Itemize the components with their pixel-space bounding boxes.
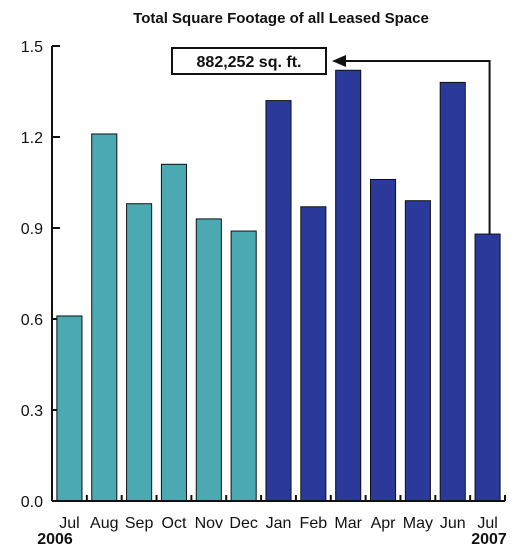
- bar: [369, 178, 397, 502]
- bar: [474, 233, 501, 502]
- bar: [195, 218, 222, 502]
- y-tick-label: 0.9: [21, 221, 43, 238]
- y-tick-label: 0.3: [21, 403, 43, 420]
- x-tick-label: Aug: [90, 515, 118, 532]
- bar: [300, 206, 327, 502]
- bar: [335, 69, 362, 502]
- x-tick-label: Oct: [162, 515, 187, 532]
- year-label-end: 2007: [471, 531, 507, 548]
- y-tick-label: 1.2: [21, 130, 43, 147]
- bar: [265, 100, 292, 502]
- bar: [56, 315, 83, 502]
- bar: [126, 203, 153, 502]
- bar: [160, 163, 188, 502]
- x-tick-label: Mar: [334, 515, 362, 532]
- x-axis-ticks: Jul Aug Sep Oct Nov Dec Jan Feb Mar Apr May Jun Jul: [51, 495, 506, 532]
- x-tick-label: Feb: [300, 515, 328, 532]
- bar: [91, 133, 118, 502]
- annotation-box: [171, 47, 327, 75]
- bar: [404, 200, 431, 502]
- bar: [439, 81, 466, 502]
- x-tick-label: May: [403, 515, 433, 532]
- x-tick-label: Dec: [229, 515, 257, 532]
- y-tick-label: 0.6: [21, 312, 43, 329]
- bars: [56, 69, 501, 502]
- chart-title: Total Square Footage of all Leased Space: [133, 10, 429, 27]
- y-tick-label: 1.5: [21, 39, 43, 56]
- year-label-start: 2006: [37, 531, 73, 548]
- x-tick-label: Jul: [477, 515, 497, 532]
- annotation-callout: 882,252 sq. ft.: [171, 47, 491, 235]
- x-tick-label: Jan: [266, 515, 292, 532]
- y-tick-label: 0.0: [21, 494, 43, 511]
- annotation-arrowhead: [332, 55, 346, 67]
- x-tick-label: Jul: [59, 515, 79, 532]
- annotation-leader-line: [344, 60, 491, 235]
- x-tick-label: Nov: [195, 515, 223, 532]
- bar: [230, 230, 257, 502]
- annotation-label: 882,252 sq. ft.: [197, 54, 302, 71]
- x-tick-label: Sep: [125, 515, 154, 532]
- x-tick-label: Jun: [440, 515, 466, 532]
- y-axis-ticks: 0.0 0.3 0.6 0.9 1.2 1.5: [21, 39, 60, 511]
- x-tick-label: Apr: [371, 515, 397, 532]
